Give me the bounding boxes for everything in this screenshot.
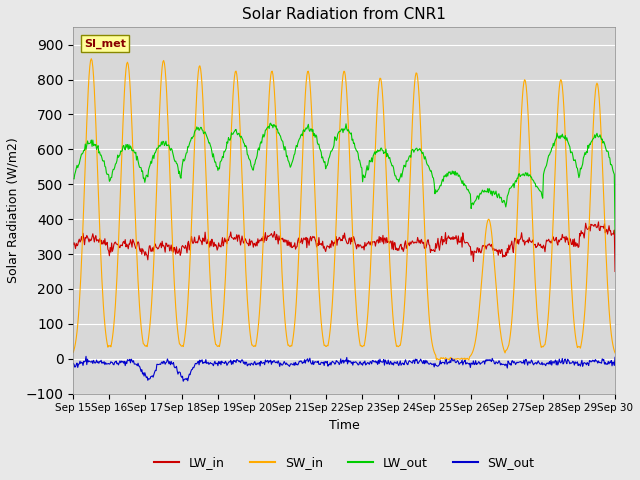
Title: Solar Radiation from CNR1: Solar Radiation from CNR1 — [242, 7, 446, 22]
LW_out — [219, 154, 227, 159]
Legend: LW_in, SW_in, LW_out, SW_out: LW_in, SW_in, LW_out, SW_out — [148, 451, 540, 474]
SW_in — [465, 357, 473, 363]
Line: LW_out: LW_out — [73, 123, 615, 233]
LW_in — [219, 235, 227, 240]
SW_out — [191, 360, 199, 366]
LW_in — [69, 241, 77, 247]
SW_out — [220, 360, 228, 366]
Line: SW_in: SW_in — [73, 59, 615, 360]
SW_in — [220, 312, 227, 317]
LW_out — [79, 150, 87, 156]
SW_out — [79, 362, 87, 368]
SW_in — [411, 80, 419, 86]
LW_out — [69, 176, 77, 181]
X-axis label: Time: Time — [329, 419, 360, 432]
LW_in — [190, 239, 198, 245]
SW_in — [88, 56, 95, 61]
Y-axis label: Solar Radiation (W/m2): Solar Radiation (W/m2) — [7, 138, 20, 283]
SW_out — [82, 353, 90, 359]
LW_in — [79, 230, 87, 236]
SW_out — [179, 378, 187, 384]
LW_out — [411, 147, 419, 153]
SW_out — [69, 360, 77, 366]
LW_in — [135, 240, 143, 246]
SW_out — [611, 354, 619, 360]
LW_out — [611, 230, 619, 236]
SW_out — [428, 361, 435, 367]
LW_in — [611, 269, 619, 275]
Text: SI_met: SI_met — [84, 38, 126, 48]
SW_out — [136, 363, 143, 369]
LW_in — [426, 242, 433, 248]
SW_in — [69, 349, 77, 355]
SW_in — [136, 304, 143, 310]
SW_in — [611, 350, 619, 356]
LW_in — [595, 219, 602, 225]
LW_in — [410, 240, 418, 246]
Line: LW_in: LW_in — [73, 222, 615, 272]
SW_in — [427, 328, 435, 334]
LW_out — [267, 120, 275, 126]
LW_out — [427, 168, 435, 174]
SW_in — [191, 140, 198, 146]
LW_out — [135, 162, 143, 168]
Line: SW_out: SW_out — [73, 356, 615, 381]
SW_in — [79, 222, 87, 228]
SW_out — [412, 356, 419, 362]
LW_out — [190, 133, 198, 139]
